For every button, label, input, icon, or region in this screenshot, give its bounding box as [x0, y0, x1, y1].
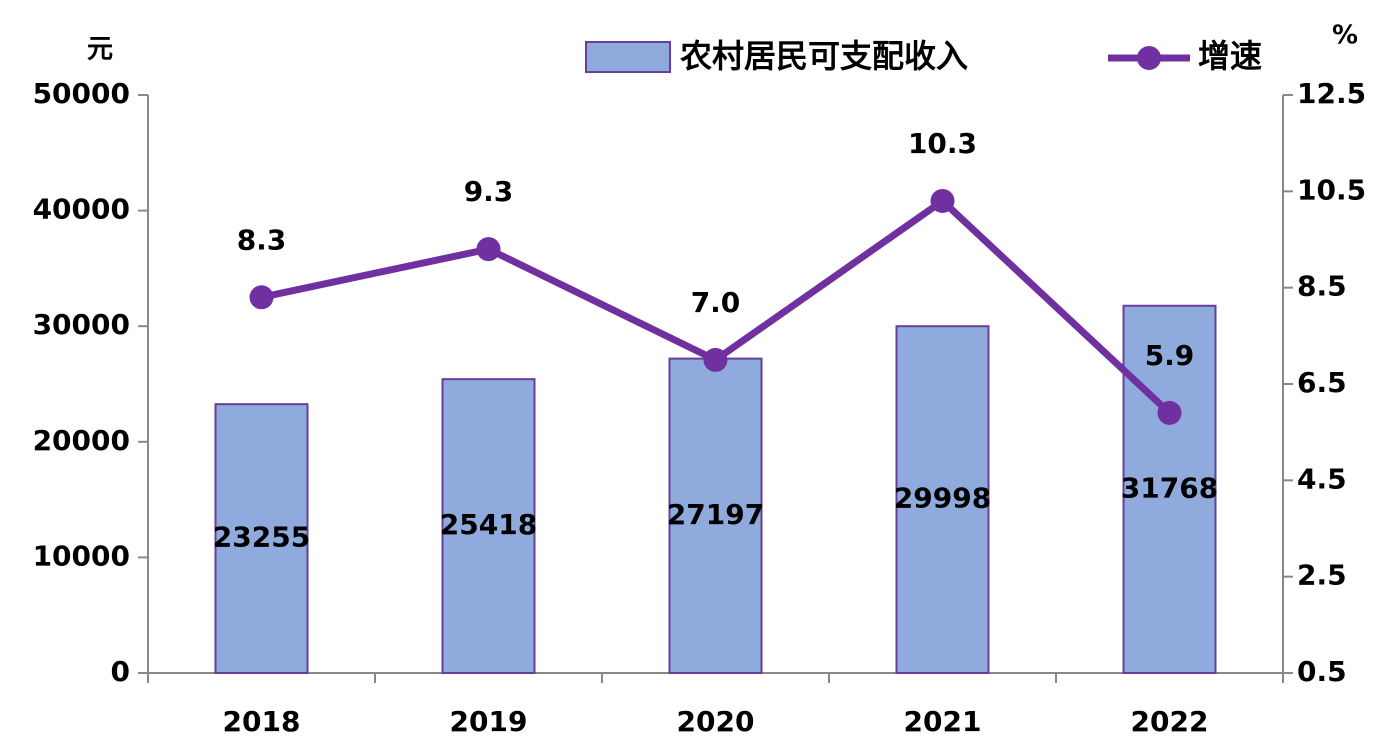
bar-value-label: 27197	[667, 498, 764, 531]
line-value-label: 10.3	[908, 127, 977, 160]
x-tick-label: 2021	[904, 705, 982, 738]
y2-axis-label: %	[1332, 21, 1358, 51]
legend: 农村居民可支配收入 增速	[585, 37, 1262, 75]
y2-tick-label: 12.5	[1297, 77, 1366, 110]
line-value-label: 9.3	[464, 175, 514, 208]
legend-label: 农村居民可支配收入	[680, 37, 968, 75]
line-value-label: 5.9	[1145, 339, 1195, 372]
y2-tick-label: 0.5	[1297, 655, 1347, 688]
legend-swatch	[585, 41, 671, 73]
y-tick-label: 20000	[33, 424, 130, 457]
line-marker	[703, 347, 728, 372]
y2-tick-label: 8.5	[1297, 270, 1347, 303]
y-tick-label: 10000	[33, 539, 130, 572]
x-tick-label: 2020	[677, 705, 755, 738]
y2-tick-label: 4.5	[1297, 462, 1347, 495]
y-tick-label: 40000	[33, 193, 130, 226]
y-axis-label: 元	[87, 35, 113, 65]
line-marker	[1157, 400, 1182, 425]
line-marker	[476, 237, 501, 262]
line-value-label: 7.0	[691, 286, 741, 319]
y2-tick-label: 2.5	[1297, 559, 1347, 592]
bar	[895, 325, 990, 674]
y-tick-label: 30000	[33, 308, 130, 341]
legend-label: 增速	[1198, 37, 1262, 75]
x-tick-label: 2019	[450, 705, 528, 738]
bar	[441, 378, 536, 674]
y2-tick-label: 10.5	[1297, 173, 1366, 206]
bar	[214, 403, 309, 674]
y-tick-label: 0	[111, 655, 130, 688]
y-tick-label: 50000	[33, 77, 130, 110]
bar	[1122, 304, 1217, 674]
bar	[668, 357, 763, 674]
bar-value-label: 23255	[213, 521, 310, 554]
y2-tick-label: 6.5	[1297, 366, 1347, 399]
line-marker	[930, 188, 955, 213]
bar-value-label: 31768	[1121, 471, 1218, 504]
x-tick-label: 2022	[1131, 705, 1209, 738]
bar-value-label: 25418	[440, 508, 537, 541]
x-tick-label: 2018	[223, 705, 301, 738]
legend-swatch	[1137, 46, 1161, 70]
line-value-label: 8.3	[237, 223, 287, 256]
line-marker	[249, 285, 274, 310]
bar-value-label: 29998	[894, 482, 991, 515]
